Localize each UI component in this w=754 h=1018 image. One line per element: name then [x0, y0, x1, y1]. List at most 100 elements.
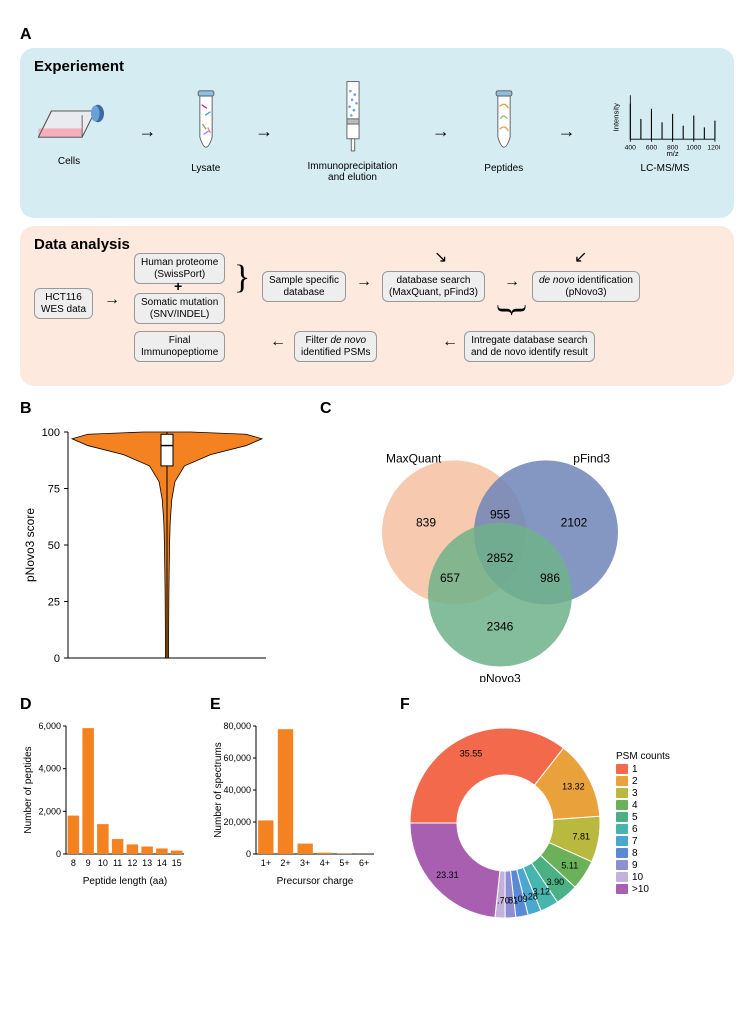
- tube-icon: [489, 89, 519, 159]
- svg-text:14: 14: [157, 858, 167, 868]
- svg-text:6,000: 6,000: [38, 721, 61, 731]
- flask-icon: [34, 96, 104, 152]
- arrow-icon: →: [138, 121, 156, 142]
- svg-text:5+: 5+: [339, 858, 349, 868]
- svg-text:7.81: 7.81: [573, 831, 591, 841]
- legend-item: 3: [616, 788, 670, 799]
- legend-item: >10: [616, 884, 670, 895]
- arrow-icon: ←: [270, 333, 286, 351]
- legend-swatch: [616, 812, 628, 822]
- svg-text:2852: 2852: [487, 551, 514, 565]
- svg-text:2102: 2102: [561, 515, 588, 529]
- arrow-icon: →: [104, 291, 120, 309]
- legend-item: 8: [616, 848, 670, 859]
- exp-lysate-label: Lysate: [191, 163, 220, 174]
- svg-text:955: 955: [490, 507, 510, 521]
- arrow-icon: →: [558, 121, 576, 142]
- analysis-flow: HCT116 WES dataHuman proteome (SwissPort…: [34, 253, 720, 373]
- legend-swatch: [616, 776, 628, 786]
- svg-text:25: 25: [48, 597, 60, 609]
- exp-cells: Cells: [34, 96, 104, 167]
- legend-item: 4: [616, 800, 670, 811]
- experiment-row: Cells →: [34, 79, 720, 183]
- svg-text:60,000: 60,000: [223, 753, 251, 763]
- svg-text:10: 10: [98, 858, 108, 868]
- donut-chart: 35.5513.327.815.113.903.122.282.091.811.…: [400, 718, 610, 928]
- svg-text:Intensity: Intensity: [611, 102, 620, 131]
- svg-text:80,000: 80,000: [223, 721, 251, 731]
- column-icon: [340, 79, 366, 157]
- flow-node-sm: Somatic mutation (SNV/INDEL): [134, 293, 225, 324]
- panel-label-c: C: [320, 400, 734, 418]
- legend-label: 9: [632, 860, 638, 871]
- experiment-box: Experiement: [20, 48, 734, 218]
- svg-text:2346: 2346: [487, 620, 514, 634]
- svg-text:657: 657: [440, 571, 460, 585]
- exp-ms: 40060080010001200m/zIntensity LC-MS/MS: [610, 89, 720, 174]
- bar-chart-e: 020,00040,00060,00080,0001+2+3+4+5+6+Pre…: [210, 718, 380, 888]
- svg-text:15: 15: [172, 858, 182, 868]
- panel-label-a: A: [20, 26, 734, 44]
- svg-text:35.55: 35.55: [460, 748, 483, 758]
- svg-text:2,000: 2,000: [38, 806, 61, 816]
- legend-swatch: [616, 860, 628, 870]
- svg-text:Number of spectrums: Number of spectrums: [213, 742, 224, 838]
- venn-diagram: MaxQuantpFind3pNovo383921022346955657986…: [320, 422, 680, 682]
- svg-text:100: 100: [42, 427, 60, 439]
- svg-text:Peptide length (aa): Peptide length (aa): [83, 876, 168, 887]
- arrow-icon: →: [432, 121, 450, 142]
- flow-node-db: database search (MaxQuant, pFind3): [382, 271, 485, 302]
- legend-label: 10: [632, 872, 643, 883]
- flow-node-wes: HCT116 WES data: [34, 288, 93, 319]
- svg-text:3.90: 3.90: [547, 877, 565, 887]
- svg-text:11: 11: [113, 858, 122, 868]
- svg-text:1+: 1+: [261, 858, 271, 868]
- svg-text:40,000: 40,000: [223, 785, 251, 795]
- flow-node-ssd: Sample specific database: [262, 271, 346, 302]
- exp-lysate: Lysate: [191, 89, 221, 174]
- svg-text:12: 12: [127, 858, 137, 868]
- legend-swatch: [616, 788, 628, 798]
- svg-text:0: 0: [246, 849, 251, 859]
- legend-item: 9: [616, 860, 670, 871]
- legend-label: 3: [632, 788, 638, 799]
- brace-icon: }: [234, 259, 250, 297]
- svg-text:4+: 4+: [320, 858, 330, 868]
- panel-label-d: D: [20, 696, 190, 714]
- arrow-icon: ↙: [574, 247, 587, 267]
- tube-icon: [191, 89, 221, 159]
- svg-text:Precursor charge: Precursor charge: [277, 876, 354, 887]
- arrow-icon: ↘: [434, 247, 447, 267]
- panel-a: Experiement: [20, 48, 734, 386]
- legend-swatch: [616, 764, 628, 774]
- legend-label: 8: [632, 848, 638, 859]
- legend-label: 2: [632, 776, 638, 787]
- svg-text:5.11: 5.11: [561, 860, 578, 870]
- svg-text:2+: 2+: [280, 858, 290, 868]
- flow-node-filt: Filter de novoidentified PSMs: [294, 331, 377, 362]
- legend-item: 2: [616, 776, 670, 787]
- svg-text:400: 400: [625, 144, 637, 151]
- donut-wrap: 35.5513.327.815.113.903.122.282.091.811.…: [400, 718, 734, 928]
- svg-text:4,000: 4,000: [38, 764, 61, 774]
- legend-label: 6: [632, 824, 638, 835]
- svg-text:pFind3: pFind3: [573, 451, 610, 465]
- legend-item: 7: [616, 836, 670, 847]
- svg-text:Number of peptides: Number of peptides: [23, 746, 34, 833]
- svg-text:6+: 6+: [359, 858, 369, 868]
- exp-ip-label: Immunoprecipitation and elution: [308, 161, 398, 183]
- arrow-icon: →: [255, 121, 273, 142]
- legend-swatch: [616, 872, 628, 882]
- bar-chart-d: 02,0004,0006,00089101112131415Peptide le…: [20, 718, 190, 888]
- svg-text:23.31: 23.31: [436, 870, 459, 880]
- svg-text:pNovo3: pNovo3: [479, 672, 521, 683]
- experiment-title: Experiement: [34, 58, 720, 75]
- exp-peptides-label: Peptides: [484, 163, 523, 174]
- panel-label-b: B: [20, 400, 300, 418]
- exp-cells-label: Cells: [58, 156, 80, 167]
- svg-text:9: 9: [86, 858, 91, 868]
- legend-item: 10: [616, 872, 670, 883]
- plus-icon: +: [174, 278, 182, 294]
- svg-text:pNovo3 score: pNovo3 score: [23, 508, 37, 582]
- arrow-icon: →: [356, 273, 372, 291]
